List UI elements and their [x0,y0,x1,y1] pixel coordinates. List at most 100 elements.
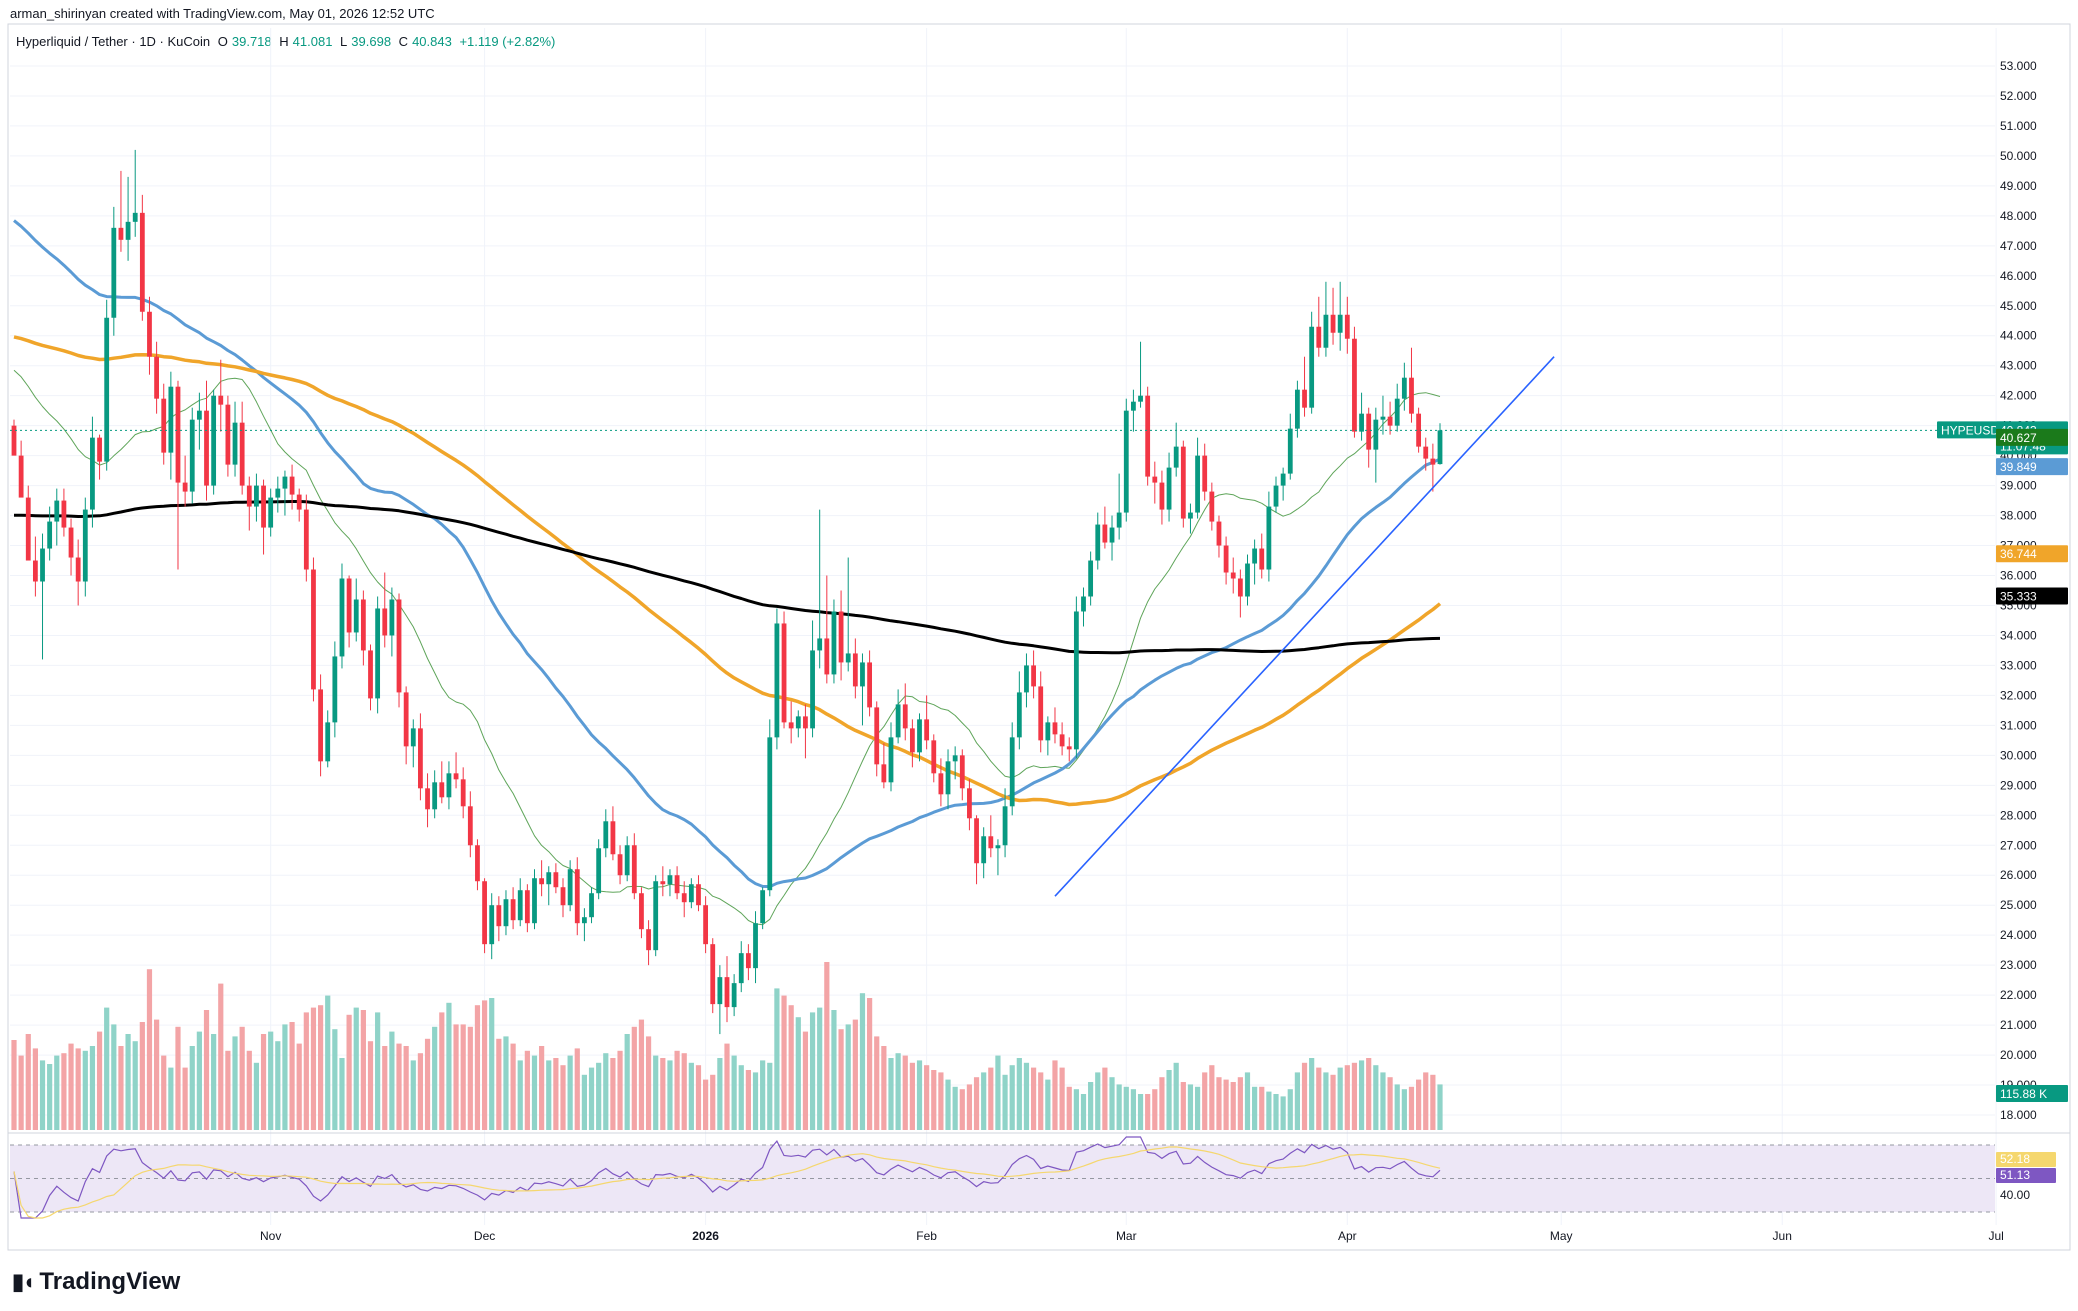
volume-bar [902,1055,908,1130]
volume-bar [360,1010,366,1130]
candle-body [254,485,259,507]
volume-bar [945,1079,951,1130]
rsi-value-tag: 51.13 [2000,1168,2030,1182]
candle-body [631,845,637,894]
volume-bar [410,1060,416,1130]
volume-bar [1187,1084,1194,1130]
rsi-level-label: 40.00 [2000,1188,2030,1202]
volume-bar [282,1024,288,1130]
candle-body [1031,665,1036,687]
rsi-ma-tag: 52.18 [2000,1152,2030,1166]
symbol-name: Hyperliquid / Tether · 1D · KuCoin [16,34,211,49]
candle-body [582,917,587,924]
candle-body [1152,476,1158,483]
candle-body [311,569,316,690]
volume-bar [1095,1072,1101,1130]
candle-body [1188,512,1193,519]
volume-bar [588,1067,595,1130]
volume-bar [61,1053,67,1130]
candle-body [482,881,487,945]
volume-bar [346,1014,352,1130]
volume-bar [631,1026,637,1130]
candle-body [924,719,930,741]
candle-body [104,317,110,462]
candle-body [1066,746,1072,750]
candle-body [410,728,416,747]
volume-bar [1358,1060,1365,1130]
y-tick-label: 39.000 [2000,479,2037,493]
volume-bar [788,1005,794,1130]
candle-body [817,638,823,651]
candle-body [532,878,537,924]
candle-body [111,227,117,318]
y-tick-label: 36.000 [2000,569,2037,583]
candle-body [895,704,901,738]
candle-body [667,875,673,885]
candle-body [204,410,209,486]
volume-bar [196,1031,202,1130]
volume-bar [489,998,495,1130]
volume-bar [1252,1086,1258,1130]
volume-bar [353,1007,359,1130]
volume-bar [916,1060,923,1130]
candle-body [1166,467,1172,510]
volume-bar [638,1019,645,1130]
volume-bar [89,1046,96,1130]
volume-bar [268,1031,274,1130]
volume-bar [203,1010,210,1130]
volume-bar [1223,1079,1229,1130]
candle-body [510,899,516,921]
candle-body [1173,446,1179,468]
candle-body [1088,560,1094,597]
candle-body [339,578,345,657]
volume-bar [460,1024,466,1130]
x-tick-label: Jul [1988,1229,2003,1243]
candle-body [1387,416,1393,426]
volume-bar [1216,1077,1222,1130]
volume-bar [339,1058,345,1130]
y-tick-label: 29.000 [2000,778,2037,792]
candle-body [945,761,951,795]
candle-body [275,488,281,498]
x-tick-label: 2026 [692,1229,719,1243]
candle-body [617,854,623,876]
candle-body [467,806,473,846]
volume-bar [1102,1067,1108,1130]
candle-body [47,521,53,549]
volume-bar [246,1050,252,1130]
volume-bar [1002,1074,1008,1130]
candle-body [489,905,495,945]
candle-body [1437,430,1443,465]
volume-bar [703,1079,709,1130]
candle-body [710,944,716,1005]
volume-bar [481,1000,488,1130]
y-tick-label: 21.000 [2000,1018,2037,1032]
candle-body [11,425,17,456]
change-value: +1.119 (+2.82%) [459,34,556,49]
volume-bar [1344,1065,1350,1130]
candle-body [1380,416,1386,420]
volume-bar [1337,1067,1343,1130]
x-tick-label: Nov [260,1229,281,1243]
volume-bar [382,1046,388,1130]
volume-bar [824,962,830,1130]
volume-bar [831,1010,837,1130]
volume-bar [966,1084,973,1130]
candle-body [1216,521,1222,546]
candle-body [845,653,851,663]
y-tick-label: 50.000 [2000,149,2037,163]
candle-body [1359,413,1364,432]
volume-bar [125,1034,131,1130]
volume-bar [18,1055,24,1130]
volume-bar [667,1060,673,1130]
volume-bar [738,1065,744,1130]
candle-body [90,437,95,510]
candle-body [688,884,694,903]
volume-bar [496,1038,502,1130]
volume-bar [988,1067,994,1130]
candle-body [1209,491,1215,522]
volume-tag-bg [1996,1085,2068,1102]
y-tick-label: 24.000 [2000,928,2037,942]
volume-bar [1166,1070,1172,1130]
